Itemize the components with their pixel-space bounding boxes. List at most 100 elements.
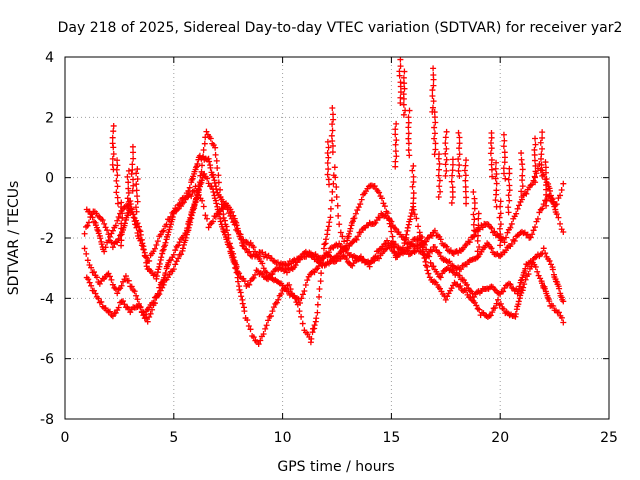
data-point <box>124 212 131 219</box>
data-point <box>431 244 438 251</box>
data-point <box>410 206 417 213</box>
data-point <box>372 253 379 260</box>
data-point <box>291 294 298 301</box>
data-point <box>532 224 539 231</box>
data-point <box>215 172 222 179</box>
data-point <box>324 171 331 178</box>
data-point <box>429 87 436 94</box>
y-tick-label: -6 <box>40 352 54 368</box>
data-point <box>269 308 276 315</box>
data-point <box>324 227 331 234</box>
data-point <box>388 218 395 225</box>
data-point <box>426 253 433 260</box>
data-point <box>224 206 231 213</box>
data-point <box>137 304 144 311</box>
chart-title: Day 218 of 2025, Sidereal Day-to-day VTE… <box>58 20 623 36</box>
data-point <box>270 304 277 311</box>
data-point <box>473 302 480 309</box>
data-point <box>162 239 169 246</box>
data-point <box>518 193 525 200</box>
data-point <box>121 301 128 308</box>
data-point <box>531 151 538 158</box>
data-point <box>376 189 383 196</box>
data-point <box>507 281 514 288</box>
data-point <box>140 246 147 253</box>
data-point <box>500 131 507 138</box>
data-point <box>324 150 331 157</box>
data-point <box>456 173 463 180</box>
data-point <box>557 220 564 227</box>
data-point <box>442 296 449 303</box>
data-point <box>170 251 177 258</box>
data-point <box>400 244 407 251</box>
data-point <box>213 185 220 192</box>
data-point <box>110 128 117 135</box>
data-point <box>143 263 150 270</box>
y-tick-labels: -8 -6 -4 -2 0 2 4 <box>40 50 54 428</box>
data-point <box>133 292 140 299</box>
data-point <box>493 170 500 177</box>
data-point <box>407 213 414 220</box>
data-point <box>163 221 170 228</box>
data-point <box>262 251 269 258</box>
data-point <box>267 313 274 320</box>
data-point <box>463 200 470 207</box>
data-point <box>200 203 207 210</box>
data-point <box>525 271 532 278</box>
y-tick-label: -4 <box>40 291 54 307</box>
data-point <box>326 181 333 188</box>
data-point <box>501 149 508 156</box>
data-point <box>470 211 477 218</box>
data-point <box>92 290 99 297</box>
data-point <box>432 140 439 147</box>
data-point <box>298 295 305 302</box>
data-point <box>406 152 413 159</box>
data-point <box>474 232 481 239</box>
data-point <box>542 159 549 166</box>
data-point <box>88 211 95 218</box>
data-point <box>339 233 346 240</box>
data-point <box>501 159 508 166</box>
data-point <box>114 290 121 297</box>
data-point <box>537 139 544 146</box>
data-point <box>435 155 442 162</box>
data-point <box>532 263 539 270</box>
data-point <box>109 140 116 147</box>
data-point <box>392 163 399 170</box>
data-point <box>299 291 306 298</box>
data-point <box>192 164 199 171</box>
data-point <box>401 80 408 87</box>
data-point <box>436 183 443 190</box>
data-point <box>529 231 536 238</box>
data-point <box>88 264 95 271</box>
data-point <box>487 150 494 157</box>
data-point <box>95 295 102 302</box>
data-point <box>237 231 244 238</box>
x-tick-label: 5 <box>169 430 178 446</box>
data-point <box>341 238 348 245</box>
data-point <box>330 116 337 123</box>
data-point <box>496 214 503 221</box>
data-point <box>431 227 438 234</box>
data-point <box>424 267 431 274</box>
data-point <box>532 179 539 186</box>
data-point <box>550 303 557 310</box>
data-point <box>203 128 210 135</box>
data-point <box>175 242 182 249</box>
data-point <box>462 172 469 179</box>
data-point <box>488 166 495 173</box>
data-point <box>326 219 333 226</box>
data-point <box>81 245 88 252</box>
data-point <box>84 257 91 264</box>
data-point <box>527 234 534 241</box>
data-point <box>543 191 550 198</box>
data-point <box>332 174 339 181</box>
data-point <box>442 140 449 147</box>
data-point <box>81 230 88 237</box>
data-point <box>532 141 539 148</box>
data-point <box>492 175 499 182</box>
data-point <box>134 176 141 183</box>
data-point <box>133 208 140 215</box>
data-point <box>396 72 403 79</box>
data-point <box>463 281 470 288</box>
